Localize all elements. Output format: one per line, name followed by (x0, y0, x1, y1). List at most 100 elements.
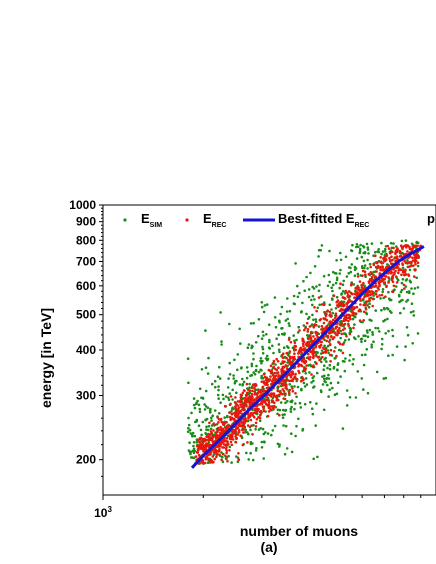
rec-point (382, 268, 385, 271)
rec-point (202, 444, 206, 448)
sim-point (188, 441, 191, 445)
sim-point (366, 267, 369, 270)
rec-point (262, 409, 266, 413)
rec-point (276, 389, 280, 393)
rec-point (287, 379, 290, 382)
rec-point (328, 320, 332, 324)
sim-point (395, 285, 398, 288)
sim-point (312, 386, 315, 389)
sim-point (210, 424, 214, 427)
sim-point (356, 370, 360, 373)
sim-point (335, 295, 339, 299)
rec-point (280, 370, 284, 373)
sim-point (311, 412, 315, 416)
sim-point (328, 280, 332, 284)
rec-point (261, 405, 265, 409)
rec-point (242, 406, 246, 409)
sim-point (322, 408, 326, 412)
rec-point (365, 300, 368, 303)
rec-point (360, 283, 363, 287)
sim-point (366, 246, 370, 249)
rec-point (370, 290, 374, 293)
sim-point (401, 266, 405, 270)
rec-point (394, 251, 397, 255)
sim-point (331, 386, 334, 390)
rec-point (309, 334, 312, 338)
sim-point (238, 327, 241, 331)
sim-point (260, 337, 264, 341)
sim-point (311, 285, 315, 289)
sim-point (260, 361, 263, 365)
sim-point (347, 338, 351, 341)
sim-point (290, 432, 293, 436)
rec-point (324, 314, 328, 318)
rec-point (265, 376, 268, 380)
y-tick-label: 500 (76, 308, 96, 322)
sim-point (322, 274, 326, 278)
sim-point (220, 340, 223, 343)
rec-point (358, 280, 362, 283)
sim-point (353, 315, 357, 319)
rec-point (350, 310, 354, 314)
sim-point (300, 387, 303, 391)
sim-point (363, 284, 367, 288)
sim-point (366, 258, 369, 262)
sim-point (290, 399, 294, 403)
sim-point (333, 393, 337, 397)
fit-line (190, 245, 425, 469)
rec-point (402, 252, 406, 256)
rec-point (368, 279, 372, 282)
sim-point (325, 377, 328, 381)
sim-point (312, 457, 316, 461)
rec-point (413, 275, 416, 278)
sim-point (281, 408, 285, 412)
y-tick-label: 700 (76, 254, 96, 268)
sim-point (397, 293, 401, 297)
sim-point (286, 361, 289, 364)
sim-point (311, 376, 315, 380)
rec-point (259, 388, 263, 392)
sim-point (341, 427, 345, 430)
sim-point (316, 455, 319, 459)
rec-point (198, 444, 201, 447)
sim-point (260, 301, 264, 304)
rec-point (352, 326, 355, 330)
sim-point (286, 317, 290, 321)
sim-point (228, 361, 231, 365)
rec-point (235, 427, 238, 430)
sim-point (359, 243, 362, 247)
rec-point (374, 284, 378, 288)
rec-point (410, 260, 413, 264)
rec-point (216, 426, 220, 430)
rec-point (253, 390, 257, 394)
sim-point (222, 397, 225, 401)
sim-point (249, 440, 253, 444)
sim-point (387, 354, 390, 358)
rec-point (259, 391, 262, 394)
sim-point (374, 250, 377, 254)
rec-point (301, 376, 304, 380)
rec-point (314, 345, 318, 349)
rec-point (282, 365, 285, 369)
sim-point (334, 307, 338, 310)
sim-point (209, 407, 212, 411)
sim-point (375, 370, 379, 374)
sim-point (261, 359, 264, 363)
sim-point (351, 317, 355, 321)
rec-point (325, 339, 329, 343)
sim-point (400, 281, 404, 285)
rec-point (342, 303, 345, 307)
sim-point (293, 407, 296, 411)
sim-point (245, 451, 248, 455)
sim-point (210, 419, 213, 422)
sim-point (339, 251, 342, 255)
sim-point (206, 461, 210, 465)
rec-point (359, 303, 362, 306)
rec-point (414, 268, 417, 271)
rec-point (390, 255, 393, 258)
rec-point (312, 326, 316, 329)
rec-point (205, 435, 208, 439)
rec-point (348, 332, 352, 336)
rec-point (392, 268, 395, 271)
rec-point (288, 391, 291, 395)
